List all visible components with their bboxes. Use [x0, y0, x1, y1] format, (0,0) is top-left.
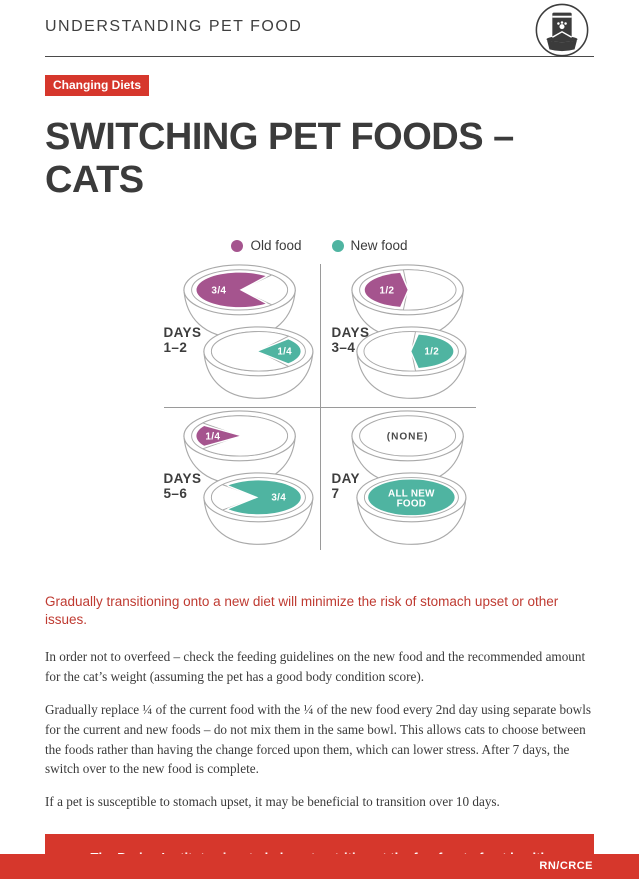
page-title: SWITCHING PET FOODS – CATS	[45, 116, 514, 201]
svg-text:1/2: 1/2	[424, 347, 439, 358]
grid-horizontal-divider	[163, 407, 476, 408]
bowl-diagram: 1/2 1/2	[350, 264, 466, 399]
day-label: DAYS 3–4	[331, 325, 370, 356]
day-label: DAYS 5–6	[163, 471, 202, 502]
bowl-diagram: (NONE) ALL NEW FOOD	[350, 410, 466, 545]
day-label: DAY 7	[331, 471, 360, 502]
paragraph-2: Gradually replace ¼ of the current food …	[45, 702, 592, 777]
legend-item: New food	[331, 238, 408, 253]
bowl-diagram: 1/4 3/4	[182, 410, 313, 545]
transition-grid: DAYS 1–2 3/4 1/4 DAYS 3–4 1/2 1/2 DAYS 5–6 1/4 3/4 D…	[163, 261, 476, 553]
svg-text:1/4: 1/4	[205, 431, 220, 442]
bowl-diagram: 3/4 1/4	[182, 264, 313, 399]
legend: Old food New food	[45, 238, 594, 253]
paragraph-1: In order not to overfeed – check the fee…	[45, 649, 586, 685]
legend-item: Old food	[231, 238, 302, 253]
quadrant-2: DAYS 3–4 1/2 1/2	[320, 261, 476, 407]
quadrant-4: DAY 7 (NONE) ALL NEW FOOD	[320, 407, 476, 553]
quadrant-3: DAYS 5–6 1/4 3/4	[164, 407, 320, 553]
section-tag: Changing Diets	[45, 75, 150, 96]
legend-dot	[231, 239, 244, 252]
svg-text:3/4: 3/4	[271, 493, 286, 504]
footer-code: RN/CRCE	[539, 860, 593, 872]
pet-food-bowl-icon	[533, 2, 591, 65]
lead-sentence: Gradually transitioning onto a new diet …	[45, 594, 559, 628]
page-header: UNDERSTANDING PET FOOD	[45, 0, 594, 57]
body-copy: In order not to overfeed – check the fee…	[45, 647, 594, 812]
svg-text:1/4: 1/4	[277, 347, 292, 358]
legend-label: Old food	[250, 238, 302, 253]
header-divider	[45, 56, 594, 57]
paragraph-3: If a pet is susceptible to stomach upset…	[45, 794, 500, 810]
legend-dot	[331, 239, 344, 252]
svg-text:(NONE): (NONE)	[386, 431, 428, 442]
legend-label: New food	[350, 238, 408, 253]
header-title: UNDERSTANDING PET FOOD	[45, 18, 303, 35]
svg-text:3/4: 3/4	[211, 285, 226, 296]
footer-bar: RN/CRCE	[0, 854, 639, 879]
quadrant-1: DAYS 1–2 3/4 1/4	[164, 261, 320, 407]
svg-text:1/2: 1/2	[379, 285, 394, 296]
day-label: DAYS 1–2	[163, 325, 202, 356]
